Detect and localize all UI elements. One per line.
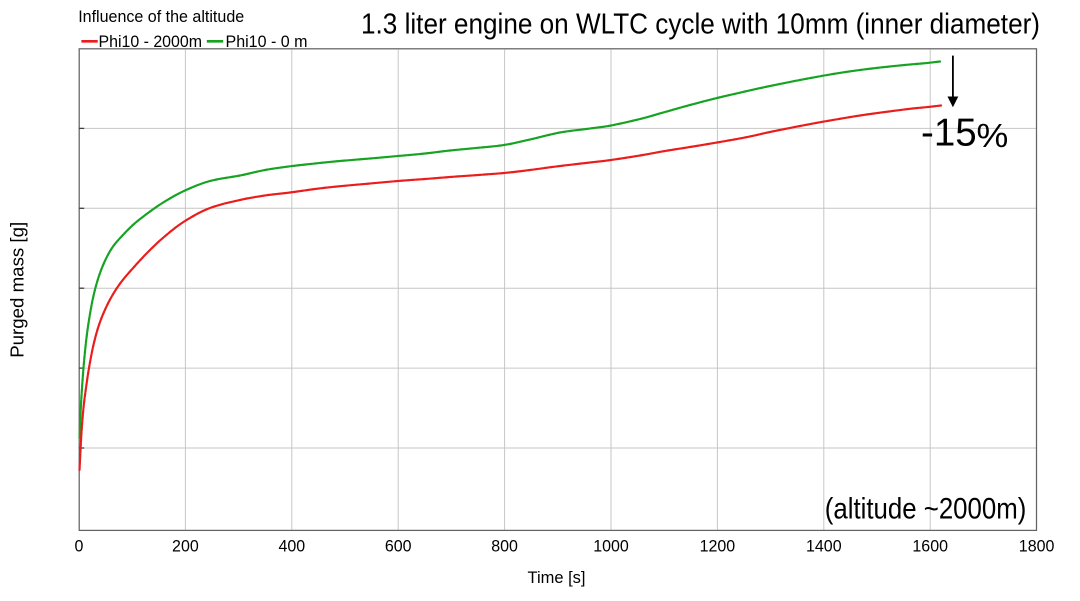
svg-text:400: 400 bbox=[278, 538, 305, 556]
svg-text:Influence of the altitude: Influence of the altitude bbox=[78, 8, 244, 26]
svg-text:1200: 1200 bbox=[700, 538, 736, 556]
svg-text:1.3 liter engine on WLTC cycle: 1.3 liter engine on WLTC cycle with 10mm… bbox=[361, 9, 1040, 41]
svg-text:1800: 1800 bbox=[1019, 538, 1055, 556]
svg-text:600: 600 bbox=[385, 538, 412, 556]
svg-text:-15: -15 bbox=[921, 112, 977, 155]
svg-text:200: 200 bbox=[172, 538, 199, 556]
svg-text:800: 800 bbox=[491, 538, 518, 556]
svg-text:Phi10 - 0 m: Phi10 - 0 m bbox=[226, 33, 308, 51]
svg-text:0: 0 bbox=[75, 538, 84, 556]
svg-text:1400: 1400 bbox=[806, 538, 842, 556]
svg-text:1000: 1000 bbox=[593, 538, 629, 556]
svg-text:%: % bbox=[977, 118, 1009, 155]
svg-text:(altitude ~2000m): (altitude ~2000m) bbox=[825, 493, 1027, 526]
svg-text:1600: 1600 bbox=[912, 538, 948, 556]
svg-text:Purged mass [g]: Purged mass [g] bbox=[8, 222, 28, 358]
svg-text:Time [s]: Time [s] bbox=[528, 568, 586, 587]
svg-text:Phi10 - 2000m: Phi10 - 2000m bbox=[99, 33, 203, 51]
